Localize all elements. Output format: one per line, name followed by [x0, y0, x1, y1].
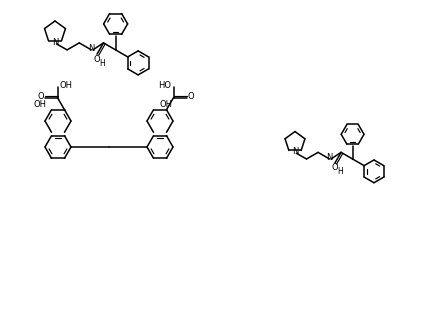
- Text: O: O: [94, 55, 100, 64]
- Text: OH: OH: [33, 100, 46, 109]
- Text: N: N: [88, 44, 94, 53]
- Text: O: O: [37, 92, 44, 101]
- Text: HO: HO: [158, 81, 171, 90]
- Text: N: N: [292, 147, 298, 156]
- Text: N: N: [52, 38, 58, 47]
- Text: O: O: [332, 163, 338, 172]
- Text: O: O: [187, 92, 194, 101]
- Text: H: H: [99, 59, 105, 68]
- Text: OH: OH: [59, 81, 72, 90]
- Text: OH: OH: [159, 100, 172, 109]
- Text: N: N: [326, 153, 332, 162]
- Text: H: H: [337, 167, 343, 176]
